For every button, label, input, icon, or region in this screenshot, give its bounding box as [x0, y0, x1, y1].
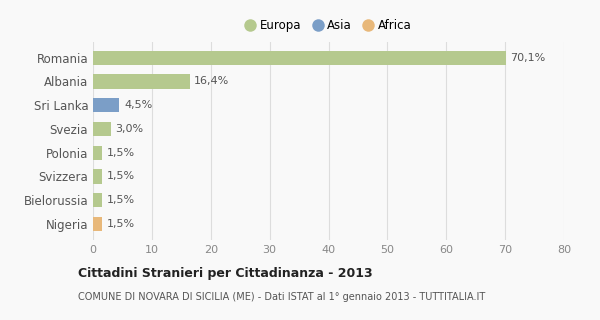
Text: 1,5%: 1,5%: [107, 219, 134, 229]
Text: 70,1%: 70,1%: [511, 53, 545, 63]
Bar: [93, 98, 119, 112]
Text: 1,5%: 1,5%: [107, 195, 134, 205]
Bar: [93, 146, 102, 160]
Bar: [93, 169, 102, 183]
Bar: [93, 217, 102, 231]
Text: 1,5%: 1,5%: [107, 172, 134, 181]
Legend: Europa, Asia, Africa: Europa, Asia, Africa: [242, 16, 415, 36]
Bar: [93, 122, 110, 136]
Text: 3,0%: 3,0%: [115, 124, 143, 134]
Text: 16,4%: 16,4%: [194, 76, 230, 86]
Text: 1,5%: 1,5%: [107, 148, 134, 158]
Text: 4,5%: 4,5%: [124, 100, 152, 110]
Bar: [93, 74, 190, 89]
Bar: [93, 193, 102, 207]
Text: COMUNE DI NOVARA DI SICILIA (ME) - Dati ISTAT al 1° gennaio 2013 - TUTTITALIA.IT: COMUNE DI NOVARA DI SICILIA (ME) - Dati …: [78, 292, 485, 302]
Bar: [93, 51, 506, 65]
Text: Cittadini Stranieri per Cittadinanza - 2013: Cittadini Stranieri per Cittadinanza - 2…: [78, 267, 373, 280]
